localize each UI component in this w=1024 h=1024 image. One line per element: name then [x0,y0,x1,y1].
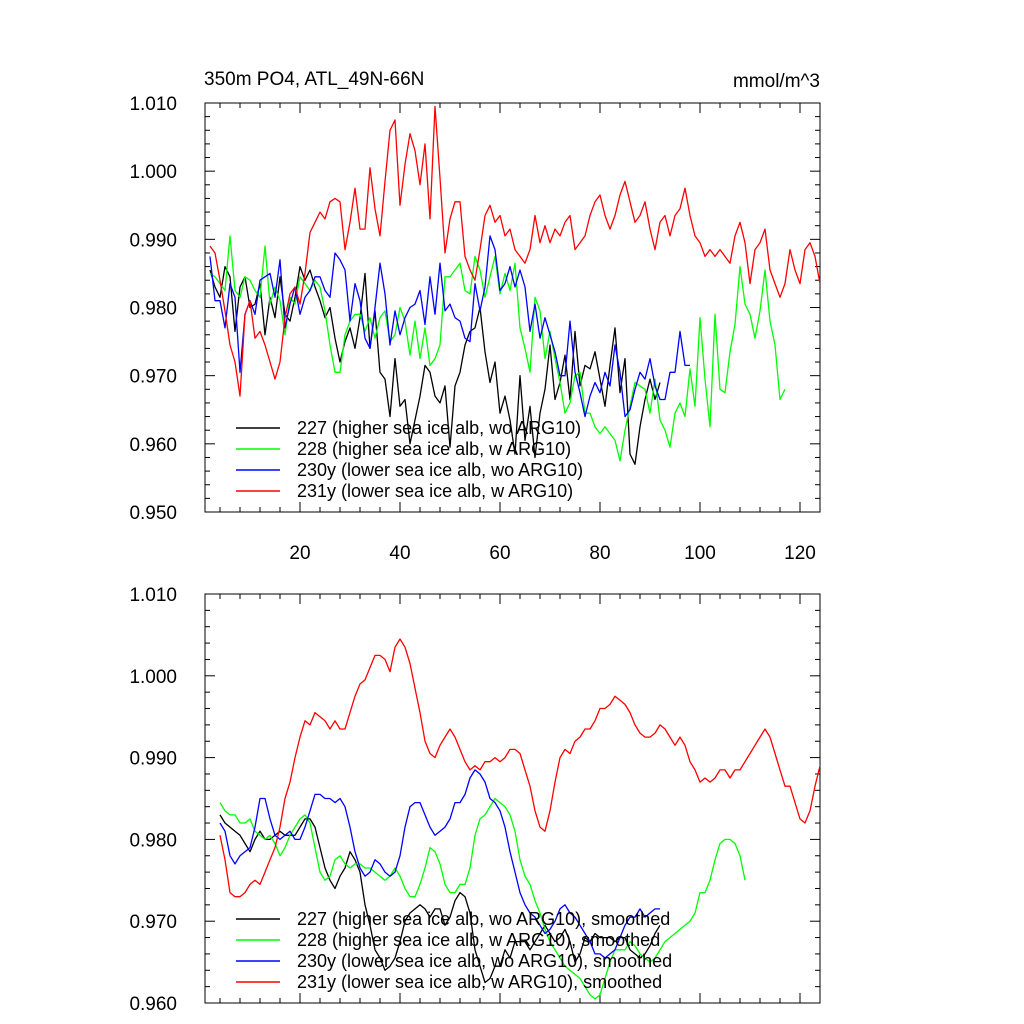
series-line-230y [219,769,660,959]
y-tick-label: 0.970 [129,912,177,933]
legend-label: 231y (lower sea ice alb, w ARG10) [297,481,573,501]
series-line-230y [209,235,690,418]
units-label: mmol/m^3 [733,71,820,92]
chart-title: 350m PO4, ATL_49N-66N [204,69,424,90]
y-tick-label: 0.980 [129,830,177,851]
y-tick-label: 1.010 [129,94,177,115]
y-tick-label: 1.000 [129,667,177,688]
y-tick-label: 0.960 [129,435,177,456]
legend-label: 230y (lower sea ice alb, wo ARG10), smoo… [297,951,672,971]
y-tick-label: 0.990 [129,230,177,251]
y-tick-label: 0.960 [129,994,177,1015]
plot-frame [204,593,821,1004]
legend-label: 230y (lower sea ice alb, wo ARG10) [297,460,583,480]
y-tick-label: 0.980 [129,299,177,320]
bottom-panel: 0.960 0.970 0.980 0.990 1.000 1.010 227 (highe… [129,585,821,1015]
series-line-227 [219,814,661,984]
series-line-231y [209,105,820,397]
legend-label: 227 (higher sea ice alb, wo ARG10) [297,418,581,438]
legend-label: 231y (lower sea ice alb, w ARG10), smoot… [297,972,662,992]
legend: 227 (higher sea ice alb, wo ARG10)228 (h… [236,418,583,501]
legend-label: 228 (higher sea ice alb, w ARG10), smoot… [297,930,660,950]
legend-label: 228 (higher sea ice alb, w ARG10) [297,439,571,459]
y-tick-label: 0.970 [129,367,177,388]
y-tick-label: 0.950 [129,503,177,524]
series-line-227 [209,265,661,465]
x-tick-label: 120 [784,543,816,564]
series-line-231y [219,638,820,898]
x-tick-label: 60 [489,543,510,564]
y-tick-label: 1.010 [129,585,177,606]
legend-label: 227 (higher sea ice alb, wo ARG10), smoo… [297,909,670,929]
series-group [219,638,820,1000]
legend: 227 (higher sea ice alb, wo ARG10), smoo… [236,909,672,992]
x-tick-label: 80 [589,543,610,564]
x-tick-label: 20 [289,543,310,564]
series-group [209,105,820,465]
top-panel: 0.950 0.960 0.970 0.980 0.990 1.000 1.010 20 40 6… [129,94,821,564]
x-tick-label: 40 [389,543,410,564]
y-tick-label: 0.990 [129,749,177,770]
x-tick-label: 100 [684,543,716,564]
y-tick-label: 1.000 [129,162,177,183]
